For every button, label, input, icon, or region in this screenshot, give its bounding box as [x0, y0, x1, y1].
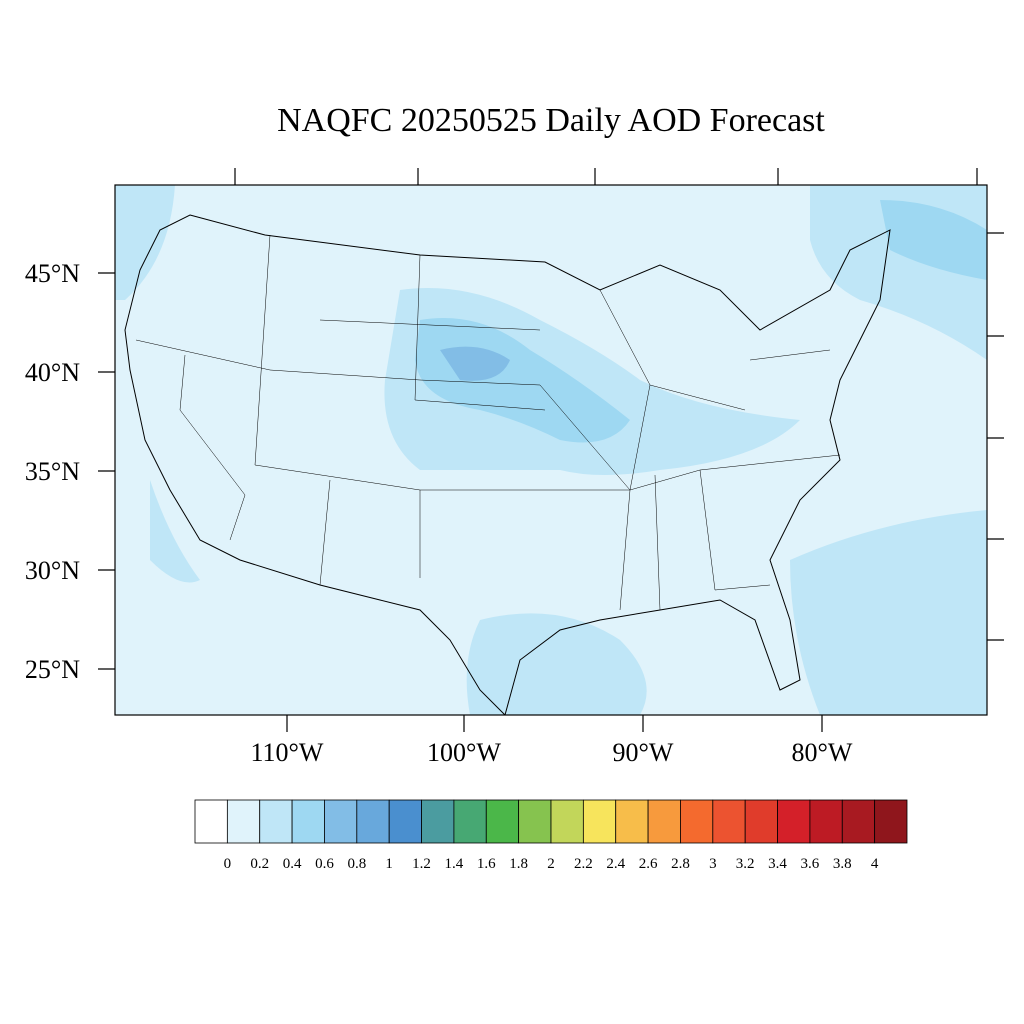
- lat-label: 45°N: [25, 259, 80, 288]
- colorbar-label: 0.8: [347, 856, 366, 872]
- colorbar-box: [324, 799, 358, 844]
- colorbar-box: [874, 799, 908, 844]
- coastline: [124, 214, 891, 715]
- lon-label: 100°W: [427, 738, 501, 767]
- colorbar-box: [647, 799, 681, 844]
- colorbar-label: 1.2: [412, 856, 431, 872]
- colorbar-label: 3.8: [833, 856, 852, 872]
- colorbar-box: [615, 799, 649, 844]
- colorbar-label: 3.4: [768, 856, 787, 872]
- colorbar-label: 2.6: [639, 856, 658, 872]
- state-borders: [135, 234, 841, 611]
- colorbar-label: 1.6: [477, 856, 496, 872]
- colorbar-box: [809, 799, 843, 844]
- colorbar-label: 3.2: [736, 856, 755, 872]
- colorbar-box: [712, 799, 746, 844]
- colorbar-box: [421, 799, 455, 844]
- lat-label: 40°N: [25, 358, 80, 387]
- aod-field: [150, 480, 200, 583]
- lat-label: 35°N: [25, 457, 80, 486]
- colorbar-box: [744, 799, 778, 844]
- map-frame: [114, 184, 988, 716]
- colorbar-label: 0.4: [283, 856, 302, 872]
- colorbar-label: 2.2: [574, 856, 593, 872]
- colorbar-box: [550, 799, 584, 844]
- colorbar-box: [226, 799, 261, 844]
- lon-label: 80°W: [792, 738, 853, 767]
- colorbar-box: [582, 799, 617, 844]
- colorbar-box: [291, 799, 325, 844]
- frame-ticks: [234, 168, 1004, 641]
- title: NAQFC 20250525 Daily AOD Forecast: [277, 102, 825, 139]
- lon-label: 90°W: [613, 738, 674, 767]
- colorbar-label: 1: [385, 856, 393, 872]
- colorbar-label: 2: [547, 856, 555, 872]
- aod-field: [790, 510, 987, 715]
- colorbar-box: [485, 799, 520, 844]
- colorbar-label: 1.8: [509, 856, 528, 872]
- colorbar-box: [518, 799, 552, 844]
- colorbar-box: [841, 799, 876, 844]
- colorbar-box: [777, 799, 811, 844]
- colorbar-label: 1.4: [445, 856, 464, 872]
- colorbar-label: 3: [709, 856, 717, 872]
- aod-field: [880, 200, 987, 280]
- aod-field: [115, 185, 175, 300]
- colorbar-label: 2.8: [671, 856, 690, 872]
- colorbar-label: 2.4: [606, 856, 625, 872]
- colorbar-label: 4: [871, 856, 879, 872]
- lat-label: 30°N: [25, 556, 80, 585]
- colorbar-box: [388, 799, 422, 844]
- map: [115, 185, 987, 715]
- lon-label: 110°W: [251, 738, 324, 767]
- colorbar-label: 3.6: [801, 856, 820, 872]
- colorbar-label: 0: [224, 856, 232, 872]
- colorbar-box: [680, 799, 714, 844]
- colorbar-box: [356, 799, 390, 844]
- colorbar-box: [259, 799, 293, 844]
- colorbar-box: [194, 799, 228, 844]
- colorbar-label: 0.2: [250, 856, 269, 872]
- aod-field: [440, 346, 510, 381]
- lat-label: 25°N: [25, 655, 80, 684]
- colorbar-label: 0.6: [315, 856, 334, 872]
- colorbar-box: [453, 799, 487, 844]
